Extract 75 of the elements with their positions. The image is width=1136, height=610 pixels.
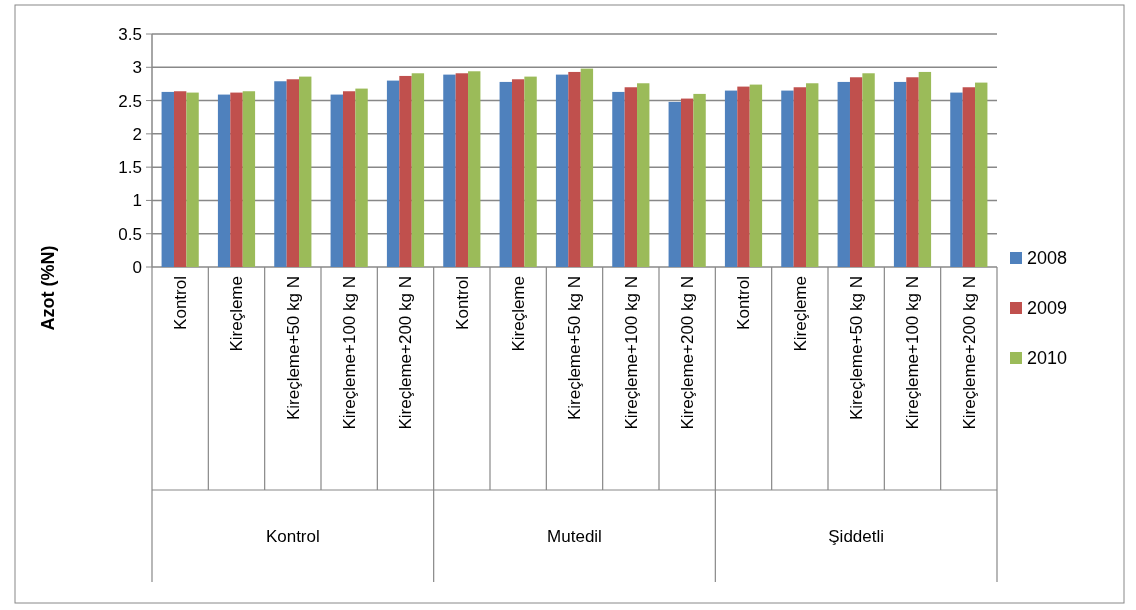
- x-tick-label: Kontrol: [171, 276, 191, 330]
- bar: [749, 84, 763, 267]
- x-tick-label: Kireçleme+50 kg N: [565, 276, 585, 421]
- x-tick-label: Kireçleme: [227, 276, 247, 352]
- y-tick-label: 0: [132, 257, 142, 277]
- legend-label: 2009: [1027, 298, 1068, 319]
- bar: [962, 87, 976, 267]
- bar: [580, 68, 594, 267]
- bar: [893, 81, 907, 267]
- bar: [724, 90, 738, 267]
- bar: [793, 87, 807, 267]
- y-tick-label: 1.5: [118, 158, 142, 178]
- bar: [411, 73, 425, 267]
- bar: [906, 77, 919, 267]
- bar: [274, 81, 287, 267]
- bar: [468, 71, 481, 267]
- bar: [806, 83, 819, 267]
- bar: [443, 74, 456, 267]
- bar: [242, 91, 256, 267]
- legend-label: 2008: [1027, 248, 1068, 269]
- y-tick-label: 2.5: [118, 91, 142, 111]
- bar: [230, 92, 243, 267]
- x-tick-label: Kontrol: [452, 276, 472, 330]
- bar: [950, 92, 963, 267]
- bar: [612, 91, 625, 267]
- bar: [862, 73, 875, 267]
- y-tick-label: 1: [132, 191, 142, 211]
- x-tick-label: Kireçleme+100 kg N: [903, 276, 923, 430]
- x-tick-label: Kontrol: [734, 276, 754, 330]
- bar: [975, 82, 988, 267]
- y-tick-label: 2: [132, 124, 142, 144]
- bar: [568, 71, 581, 267]
- bar: [299, 76, 312, 267]
- text: Mutedil: [547, 526, 602, 546]
- bar: [355, 88, 368, 267]
- bar: [680, 98, 694, 267]
- bar: [781, 90, 794, 267]
- bar: [837, 81, 850, 267]
- bar: [173, 91, 187, 267]
- x-tick-label: Kireçleme+100 kg N: [340, 276, 360, 430]
- bar: [524, 76, 537, 267]
- x-tick-label: Kireçleme+100 kg N: [621, 276, 641, 430]
- bar: [286, 79, 300, 267]
- bar: [330, 94, 343, 267]
- bar: [849, 77, 863, 267]
- x-tick-label: Kireçleme+200 kg N: [396, 276, 416, 430]
- y-tick-label: 3: [132, 58, 142, 78]
- x-tick-label: Kireçleme+200 kg N: [678, 276, 698, 430]
- bar: [624, 87, 638, 267]
- bar: [161, 91, 174, 267]
- text: Şiddetli: [828, 526, 885, 546]
- x-tick-label: Kireçleme+50 kg N: [847, 276, 867, 421]
- bar: [499, 81, 512, 267]
- legend-label: 2010: [1027, 348, 1068, 369]
- y-tick-label: 0.5: [118, 224, 142, 244]
- x-tick-label: Kireçleme: [790, 276, 810, 352]
- x-tick-label: Kireçleme+50 kg N: [283, 276, 303, 421]
- bar: [455, 73, 469, 267]
- bar: [737, 86, 750, 267]
- x-tick-label: Kireçleme+200 kg N: [959, 276, 979, 430]
- bar: [637, 83, 650, 267]
- y-axis-title: Azot (%N): [38, 245, 59, 331]
- bar: [217, 94, 231, 267]
- bar: [918, 71, 932, 267]
- bar: [555, 74, 569, 267]
- bar: [342, 91, 356, 267]
- bar: [186, 92, 199, 267]
- x-tick-label: Kireçleme: [509, 276, 529, 352]
- bar: [668, 101, 681, 267]
- bar: [693, 93, 706, 267]
- bar: [399, 75, 412, 267]
- text: Kontrol: [265, 526, 320, 546]
- bar: [386, 80, 400, 267]
- y-tick-label: 3.5: [118, 24, 142, 44]
- bar: [511, 79, 525, 267]
